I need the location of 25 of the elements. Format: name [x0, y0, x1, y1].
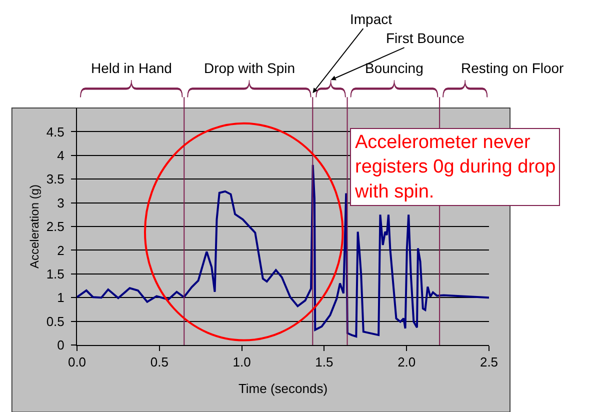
- y-tick-label: 1.5: [46, 266, 64, 282]
- annotation: Accelerometer never registers 0g during drop with spin.: [354, 132, 556, 202]
- x-tick-label: 1.0: [232, 354, 251, 370]
- text: Drop with Spin: [204, 60, 296, 76]
- y-tick-label: 0: [57, 338, 64, 353]
- y-tick-label: 1: [57, 290, 64, 306]
- x-tick-label: 0.0: [68, 354, 86, 370]
- y-tick-label: 2.5: [46, 219, 64, 234]
- y-tick-label: 4.5: [46, 124, 64, 140]
- y-tick-label: 4: [57, 148, 64, 163]
- x-tick-label: 2.5: [480, 354, 498, 370]
- text: Bouncing: [365, 60, 424, 76]
- text: Resting on Floor: [461, 60, 564, 76]
- y-axis-title: Acceleration (g): [28, 184, 42, 269]
- ref-line-label: Impact: [350, 11, 392, 27]
- x-tick-label: 0.5: [150, 354, 168, 370]
- x-tick-label: 1.5: [315, 354, 334, 370]
- x-tick-label: 2.0: [398, 354, 416, 370]
- y-tick-label: 2: [57, 242, 64, 258]
- x-axis-title: Time (seconds): [238, 381, 328, 396]
- y-tick-label: 3: [57, 195, 64, 210]
- y-tick-label: 3.5: [46, 172, 64, 187]
- text: Held in Hand: [91, 60, 172, 76]
- text: First Bounce: [386, 30, 465, 46]
- y-tick-label: 0.5: [46, 314, 64, 329]
